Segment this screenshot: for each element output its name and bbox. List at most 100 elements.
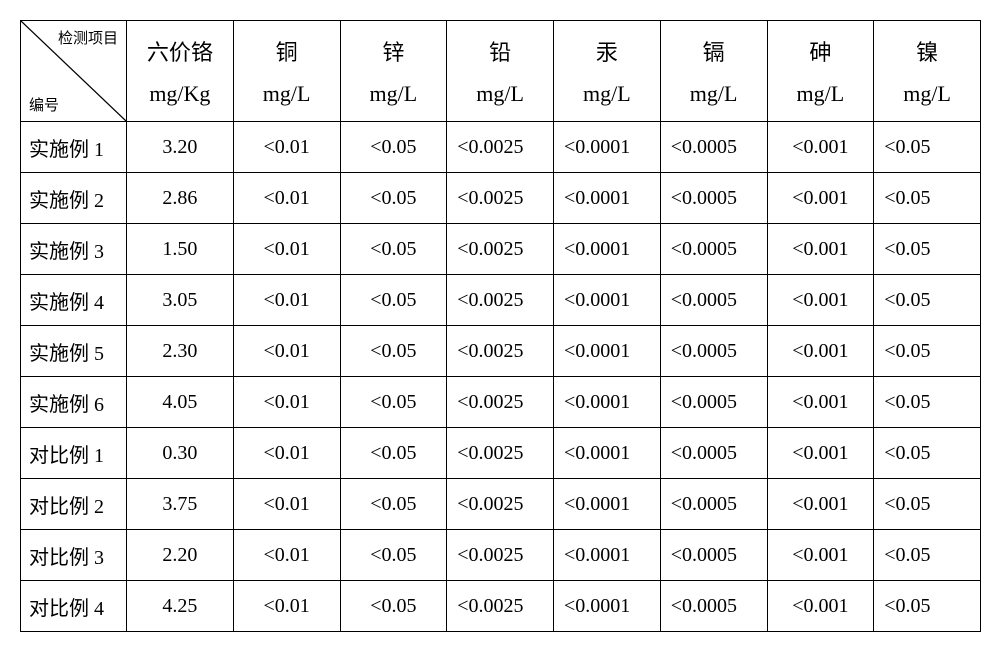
- table-cell: <0.0005: [660, 326, 767, 377]
- row-label: 对比例 1: [21, 428, 127, 479]
- table-cell: <0.0001: [554, 377, 661, 428]
- table-cell: <0.001: [767, 581, 874, 632]
- table-row: 实施例 13.20<0.01<0.05<0.0025<0.0001<0.0005…: [21, 122, 981, 173]
- column-header-name: 镍: [874, 35, 980, 67]
- table-cell: <0.01: [233, 377, 340, 428]
- table-cell: <0.0025: [447, 581, 554, 632]
- table-cell: <0.05: [340, 479, 447, 530]
- table-cell: <0.0001: [554, 122, 661, 173]
- table-row: 对比例 44.25<0.01<0.05<0.0025<0.0001<0.0005…: [21, 581, 981, 632]
- row-label: 对比例 2: [21, 479, 127, 530]
- table-row: 实施例 31.50<0.01<0.05<0.0025<0.0001<0.0005…: [21, 224, 981, 275]
- table-cell: <0.01: [233, 173, 340, 224]
- table-row: 实施例 22.86<0.01<0.05<0.0025<0.0001<0.0005…: [21, 173, 981, 224]
- table-cell: <0.05: [340, 530, 447, 581]
- table-cell: <0.0001: [554, 428, 661, 479]
- table-cell: <0.05: [340, 326, 447, 377]
- table-cell: <0.05: [874, 275, 981, 326]
- column-header-unit: mg/Kg: [127, 81, 233, 107]
- column-header: 镍 mg/L: [874, 21, 981, 122]
- table-cell: <0.05: [874, 479, 981, 530]
- column-header: 铅mg/L: [447, 21, 554, 122]
- table-body: 实施例 13.20<0.01<0.05<0.0025<0.0001<0.0005…: [21, 122, 981, 632]
- table-cell: <0.0005: [660, 428, 767, 479]
- column-header-name: 砷: [768, 35, 874, 67]
- table-cell: <0.001: [767, 428, 874, 479]
- column-header: 砷 mg/L: [767, 21, 874, 122]
- table-cell: <0.0005: [660, 581, 767, 632]
- table-row: 对比例 10.30<0.01<0.05<0.0025<0.0001<0.0005…: [21, 428, 981, 479]
- table-cell: 3.75: [127, 479, 234, 530]
- table-cell: <0.05: [340, 275, 447, 326]
- table-cell: <0.05: [340, 224, 447, 275]
- table-cell: <0.05: [874, 224, 981, 275]
- table-cell: 3.05: [127, 275, 234, 326]
- table-cell: <0.05: [874, 428, 981, 479]
- table-cell: 2.86: [127, 173, 234, 224]
- table-cell: <0.0025: [447, 275, 554, 326]
- table-cell: <0.001: [767, 275, 874, 326]
- table-row: 实施例 52.30<0.01<0.05<0.0025<0.0001<0.0005…: [21, 326, 981, 377]
- column-header-name: 六价铬: [127, 35, 233, 67]
- table-cell: <0.01: [233, 122, 340, 173]
- table-cell: <0.01: [233, 224, 340, 275]
- table-cell: <0.05: [340, 377, 447, 428]
- table-cell: <0.001: [767, 122, 874, 173]
- row-label: 实施例 3: [21, 224, 127, 275]
- table-cell: 2.30: [127, 326, 234, 377]
- table-cell: <0.001: [767, 326, 874, 377]
- table-cell: <0.0025: [447, 530, 554, 581]
- column-header-unit: mg/L: [874, 81, 980, 107]
- row-label: 实施例 4: [21, 275, 127, 326]
- column-header-unit: mg/L: [554, 81, 660, 107]
- column-header: 汞 mg/L: [554, 21, 661, 122]
- table-cell: <0.05: [874, 377, 981, 428]
- table-cell: <0.001: [767, 530, 874, 581]
- table-cell: <0.001: [767, 377, 874, 428]
- table-cell: <0.001: [767, 173, 874, 224]
- table-cell: <0.05: [340, 173, 447, 224]
- table-row: 实施例 64.05<0.01<0.05<0.0025<0.0001<0.0005…: [21, 377, 981, 428]
- row-label: 实施例 6: [21, 377, 127, 428]
- table-cell: <0.01: [233, 479, 340, 530]
- table-cell: <0.0005: [660, 224, 767, 275]
- column-header: 六价铬 mg/Kg: [127, 21, 234, 122]
- table-cell: <0.0025: [447, 326, 554, 377]
- column-header-name: 汞: [554, 35, 660, 67]
- table-cell: <0.0001: [554, 224, 661, 275]
- column-header-name: 铅: [447, 35, 553, 67]
- corner-bottom-label: 编号: [29, 94, 59, 115]
- column-header-unit: mg/L: [768, 81, 874, 107]
- column-header: 铜mg/L: [233, 21, 340, 122]
- row-label: 实施例 2: [21, 173, 127, 224]
- table-cell: <0.01: [233, 530, 340, 581]
- row-label: 实施例 5: [21, 326, 127, 377]
- table-cell: <0.05: [340, 428, 447, 479]
- table-cell: <0.05: [874, 530, 981, 581]
- column-header-unit: mg/L: [661, 81, 767, 107]
- table-cell: <0.001: [767, 224, 874, 275]
- column-header-name: 铜: [234, 35, 340, 67]
- column-header: 锌mg/L: [340, 21, 447, 122]
- table-cell: <0.0001: [554, 173, 661, 224]
- table-row: 实施例 43.05<0.01<0.05<0.0025<0.0001<0.0005…: [21, 275, 981, 326]
- data-table: 检测项目 编号 六价铬mg/Kg铜mg/L锌mg/L铅mg/L汞mg/L镉mg/…: [20, 20, 981, 632]
- table-cell: <0.05: [874, 173, 981, 224]
- table-cell: <0.05: [874, 581, 981, 632]
- table-row: 对比例 23.75<0.01<0.05<0.0025<0.0001<0.0005…: [21, 479, 981, 530]
- table-cell: <0.0005: [660, 173, 767, 224]
- table-cell: <0.0025: [447, 428, 554, 479]
- table-cell: <0.0005: [660, 122, 767, 173]
- table-cell: <0.0025: [447, 224, 554, 275]
- table-cell: <0.05: [340, 122, 447, 173]
- table-cell: <0.0001: [554, 530, 661, 581]
- table-cell: <0.0025: [447, 377, 554, 428]
- table-cell: <0.0005: [660, 479, 767, 530]
- row-label: 实施例 1: [21, 122, 127, 173]
- table-cell: 4.25: [127, 581, 234, 632]
- table-cell: <0.0001: [554, 275, 661, 326]
- table-cell: <0.05: [874, 122, 981, 173]
- table-cell: 2.20: [127, 530, 234, 581]
- column-header: 镉mg/L: [660, 21, 767, 122]
- table-cell: <0.0001: [554, 326, 661, 377]
